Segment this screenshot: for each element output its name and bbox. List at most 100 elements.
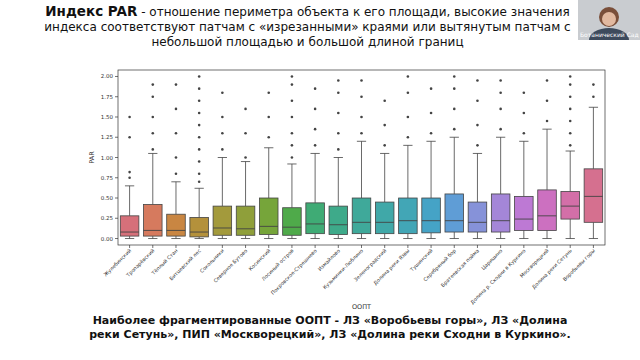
cap-low — [589, 238, 598, 239]
x-tick-label: Братеевская пойма — [439, 247, 480, 288]
outlier — [476, 99, 479, 102]
median — [236, 228, 255, 229]
cap-low — [310, 238, 319, 239]
outlier — [476, 124, 479, 127]
x-tick-label: Покровское-Стрешнево — [270, 247, 319, 296]
outlier — [244, 132, 247, 135]
outlier — [267, 91, 270, 94]
cap-high — [125, 185, 134, 186]
outlier — [453, 128, 456, 131]
outlier — [198, 75, 201, 78]
whisker-high — [315, 153, 316, 202]
whisker-low — [315, 234, 316, 239]
outlier — [360, 79, 363, 82]
outlier — [128, 176, 131, 179]
y-tick — [115, 177, 118, 178]
x-tick — [199, 245, 200, 248]
x-tick — [384, 245, 385, 248]
whisker-high — [570, 151, 571, 192]
outlier — [592, 95, 595, 98]
cap-high — [403, 145, 412, 146]
box — [236, 206, 255, 235]
x-tick — [407, 245, 408, 248]
whisker-low — [477, 232, 478, 238]
x-tick — [361, 245, 362, 248]
box — [352, 198, 371, 234]
outlier — [198, 160, 201, 163]
outlier — [175, 108, 178, 111]
cap-low — [218, 238, 227, 239]
cap-high — [542, 129, 551, 130]
y-tick-label: 2.00 — [101, 73, 114, 79]
box — [445, 194, 464, 232]
y-tick-label: 0.25 — [101, 215, 114, 221]
outlier — [592, 83, 595, 86]
outlier — [314, 108, 317, 111]
x-tick-label: Воробьевы горы — [561, 247, 596, 282]
webcam-image: Ботанический Сад — [578, 0, 640, 40]
median — [329, 224, 348, 225]
x-tick-label: Северное Бутово — [212, 247, 249, 284]
outlier — [221, 91, 224, 94]
cap-high — [496, 137, 505, 138]
outlier — [337, 79, 340, 82]
outlier — [198, 136, 201, 139]
whisker-high — [454, 137, 455, 194]
outlier — [430, 112, 433, 115]
y-tick — [115, 218, 118, 219]
outlier — [499, 108, 502, 111]
y-tick-label: 1.75 — [101, 94, 114, 100]
y-tick-label: 0.50 — [101, 195, 114, 201]
cap-high — [334, 157, 343, 158]
cap-high — [264, 147, 273, 148]
median — [352, 222, 371, 223]
x-axis-label: ООПТ — [352, 303, 371, 311]
outlier — [546, 79, 549, 82]
outlier — [175, 172, 178, 175]
outlier — [383, 99, 386, 102]
y-tick-label: 0.75 — [101, 175, 114, 181]
y-tick — [115, 116, 118, 117]
box — [213, 206, 232, 235]
x-tick-label: Тропарёвский — [124, 247, 156, 279]
whisker-low — [454, 232, 455, 238]
outlier — [499, 91, 502, 94]
outlier — [128, 116, 131, 119]
whisker-high — [407, 145, 408, 198]
whisker-low — [523, 230, 524, 238]
box — [144, 204, 163, 236]
whisker-low — [431, 233, 432, 239]
outlier — [569, 144, 572, 147]
box — [167, 214, 186, 236]
y-tick — [115, 198, 118, 199]
x-tick — [454, 245, 455, 248]
cap-low — [195, 238, 204, 239]
outlier — [523, 91, 526, 94]
webcam-label: Ботанический Сад — [580, 31, 639, 38]
median — [584, 196, 603, 197]
outlier — [314, 128, 317, 131]
person-face — [602, 12, 616, 26]
x-tick-label: Кузьминки-Люблино — [322, 247, 365, 290]
box — [283, 208, 302, 236]
cap-high — [426, 141, 435, 142]
outlier — [314, 87, 317, 90]
cap-high — [450, 137, 459, 138]
box — [259, 198, 278, 234]
outlier — [453, 75, 456, 78]
whisker-high — [547, 129, 548, 190]
x-tick — [175, 245, 176, 248]
title: Индекс PAR — [45, 3, 137, 19]
whisker-high — [199, 188, 200, 217]
outlier — [151, 116, 154, 119]
slide-title: Индекс PAR - отношение периметра объекта… — [40, 4, 575, 50]
outlier — [499, 79, 502, 82]
outlier — [151, 132, 154, 135]
whisker-high — [152, 153, 153, 204]
outlier — [569, 108, 572, 111]
median — [468, 222, 487, 223]
outlier — [337, 112, 340, 115]
cap-low — [426, 238, 435, 239]
annotation: Наиболее фрагментированные ООПТ - ЛЗ «Во… — [89, 314, 571, 341]
outlier — [291, 99, 294, 102]
